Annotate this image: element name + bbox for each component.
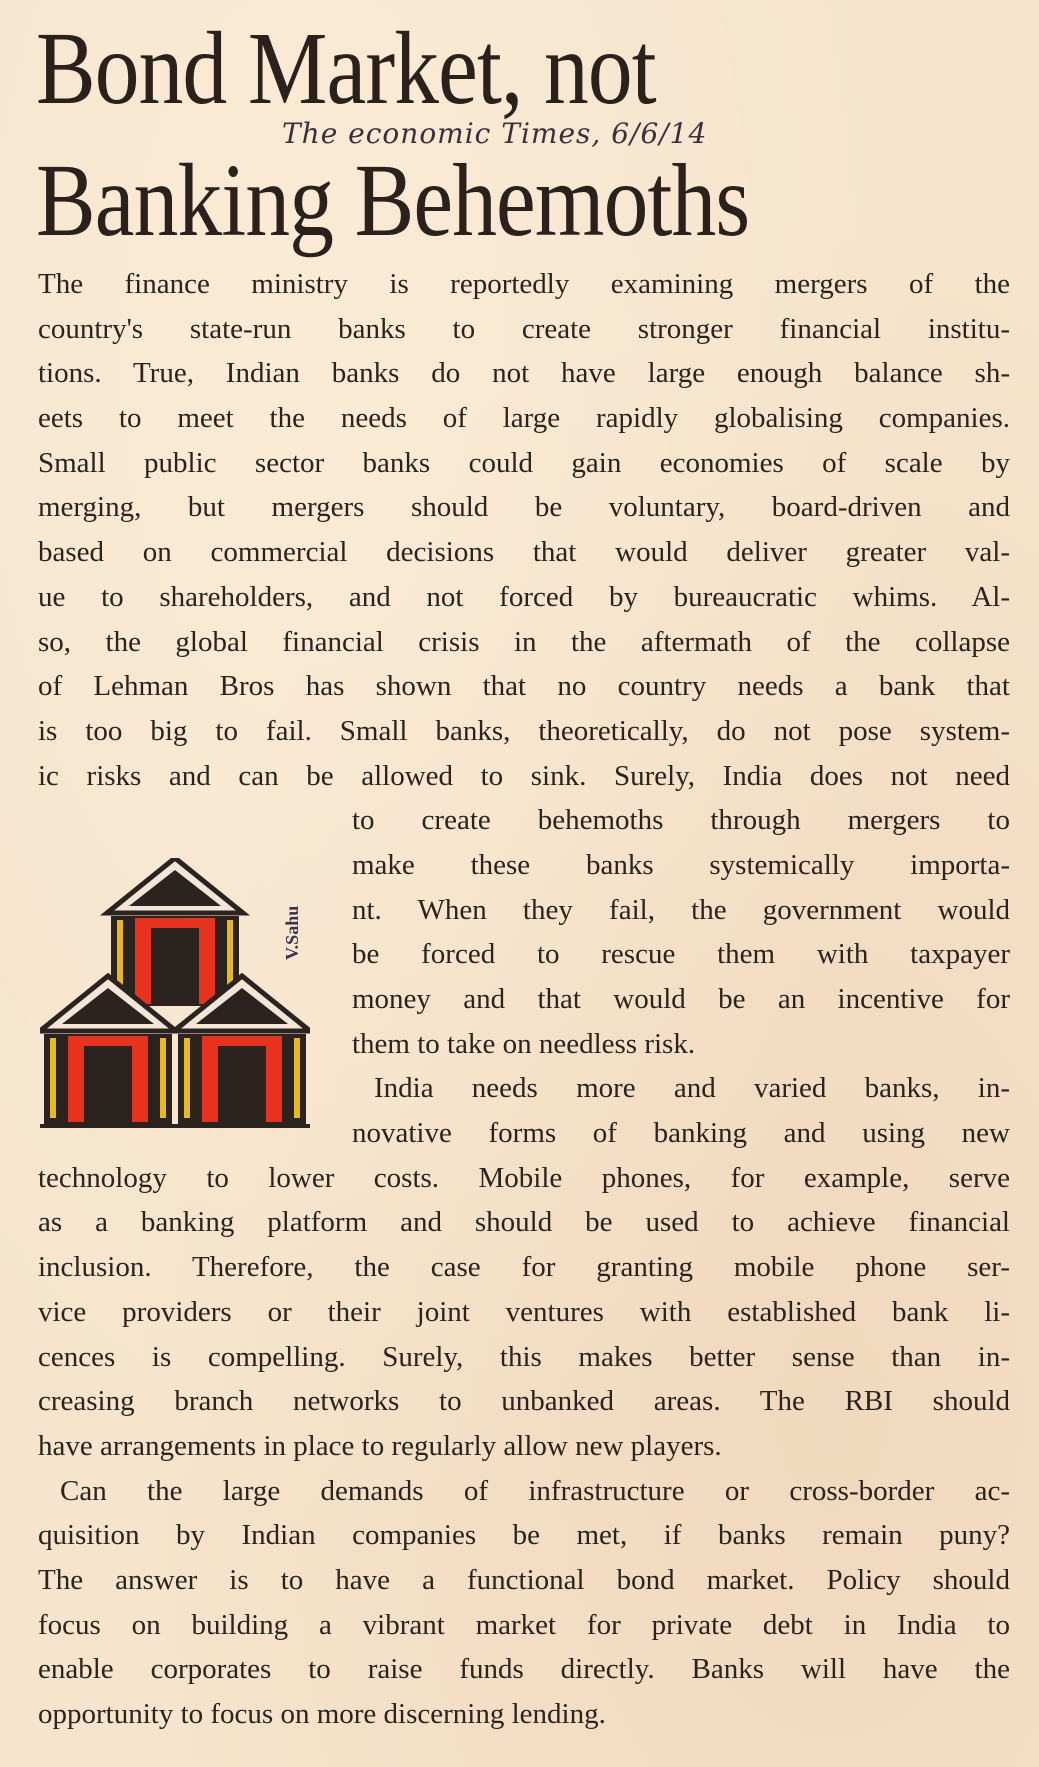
article-body: The finance ministry is reportedly exami…	[38, 262, 1010, 1737]
bank-building-right	[166, 972, 310, 1124]
body-line: tions. True, Indian banks do not have la…	[38, 357, 1010, 390]
body-line: have arrangements in place to regularly …	[38, 1429, 722, 1462]
body-line: India needs more and varied banks, in-	[374, 1072, 1010, 1105]
handwritten-source-note: The economic Times, 6/6/14	[282, 117, 708, 150]
body-line: based on commercial decisions that would…	[38, 536, 1010, 569]
body-line: ic risks and can be allowed to sink. Sur…	[38, 759, 1010, 792]
bank-building-left	[40, 972, 184, 1124]
body-line: eets to meet the needs of large rapidly …	[38, 402, 1010, 435]
bank-building-top	[99, 858, 251, 1006]
body-line: ue to shareholders, and not forced by bu…	[38, 580, 1010, 613]
body-line: be forced to rescue them with taxpayer	[352, 938, 1010, 971]
body-line: novative forms of banking and using new	[352, 1117, 1010, 1150]
body-line: merging, but mergers should be voluntary…	[38, 491, 1010, 524]
body-line: is too big to fail. Small banks, theoret…	[38, 714, 1010, 747]
body-line: focus on building a vibrant market for p…	[38, 1608, 1010, 1641]
body-line: them to take on needless risk.	[352, 1027, 696, 1060]
body-line: Can the large demands of infrastructure …	[60, 1474, 1010, 1507]
body-line: to create behemoths through mergers to	[352, 804, 1010, 837]
body-line: The answer is to have a functional bond …	[38, 1563, 1010, 1596]
body-line: nt. When they fail, the government would	[352, 893, 1010, 926]
body-line: creasing branch networks to unbanked are…	[38, 1385, 1010, 1418]
body-line: cences is compelling. Surely, this makes…	[38, 1340, 1010, 1373]
body-line: Small public sector banks could gain eco…	[38, 446, 1010, 479]
body-line: The finance ministry is reportedly exami…	[38, 268, 1010, 300]
body-line: enable corporates to raise funds directl…	[38, 1653, 1010, 1686]
body-line: so, the global financial crisis in the a…	[38, 625, 1010, 658]
body-line: technology to lower costs. Mobile phones…	[38, 1161, 1010, 1194]
headline-line-2: Banking Behemoths	[36, 143, 750, 258]
headline-line-1: Bond Market, not	[36, 11, 657, 126]
body-line: money and that would be an incentive for	[352, 983, 1010, 1015]
body-line: vice providers or their joint ventures w…	[38, 1295, 1010, 1328]
body-line: country's state-run banks to create stro…	[38, 312, 1010, 345]
body-line: make these banks systemically importa-	[352, 848, 1010, 881]
body-line: opportunity to focus on more discerning …	[38, 1698, 606, 1730]
body-line: inclusion. Therefore, the case for grant…	[38, 1251, 1010, 1284]
body-line: of Lehman Bros has shown that no country…	[38, 670, 1010, 703]
three-bank-buildings-icon	[40, 858, 310, 1128]
body-line: quisition by Indian companies be met, if…	[38, 1519, 1010, 1552]
body-line: as a banking platform and should be used…	[38, 1206, 1010, 1239]
